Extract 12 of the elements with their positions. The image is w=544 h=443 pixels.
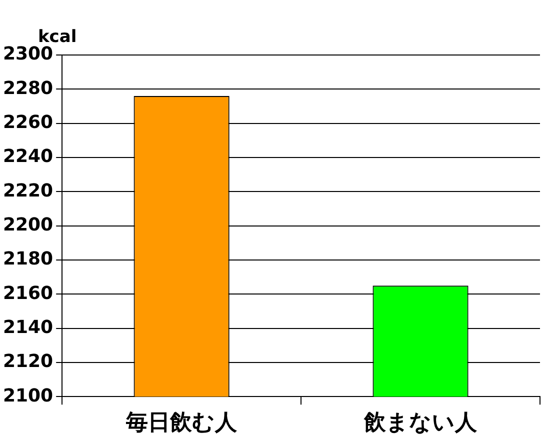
x-tick-label: 飲まない人	[363, 410, 478, 436]
y-tick-label: 2180	[2, 248, 54, 270]
y-tick-label: 2280	[2, 78, 54, 99]
y-tick-label: 2260	[2, 112, 54, 133]
y-tick-label: 2160	[2, 282, 54, 304]
y-tick-label: 2220	[2, 180, 54, 202]
y-tick-label: 2140	[2, 316, 54, 338]
x-tick-label: 毎日飲む人	[125, 410, 238, 436]
y-tick-label: 2200	[2, 214, 54, 236]
y-tick-label: 2240	[2, 146, 54, 168]
y-tick-label: 2120	[2, 351, 54, 372]
y-tick-label: 2100	[2, 385, 54, 406]
